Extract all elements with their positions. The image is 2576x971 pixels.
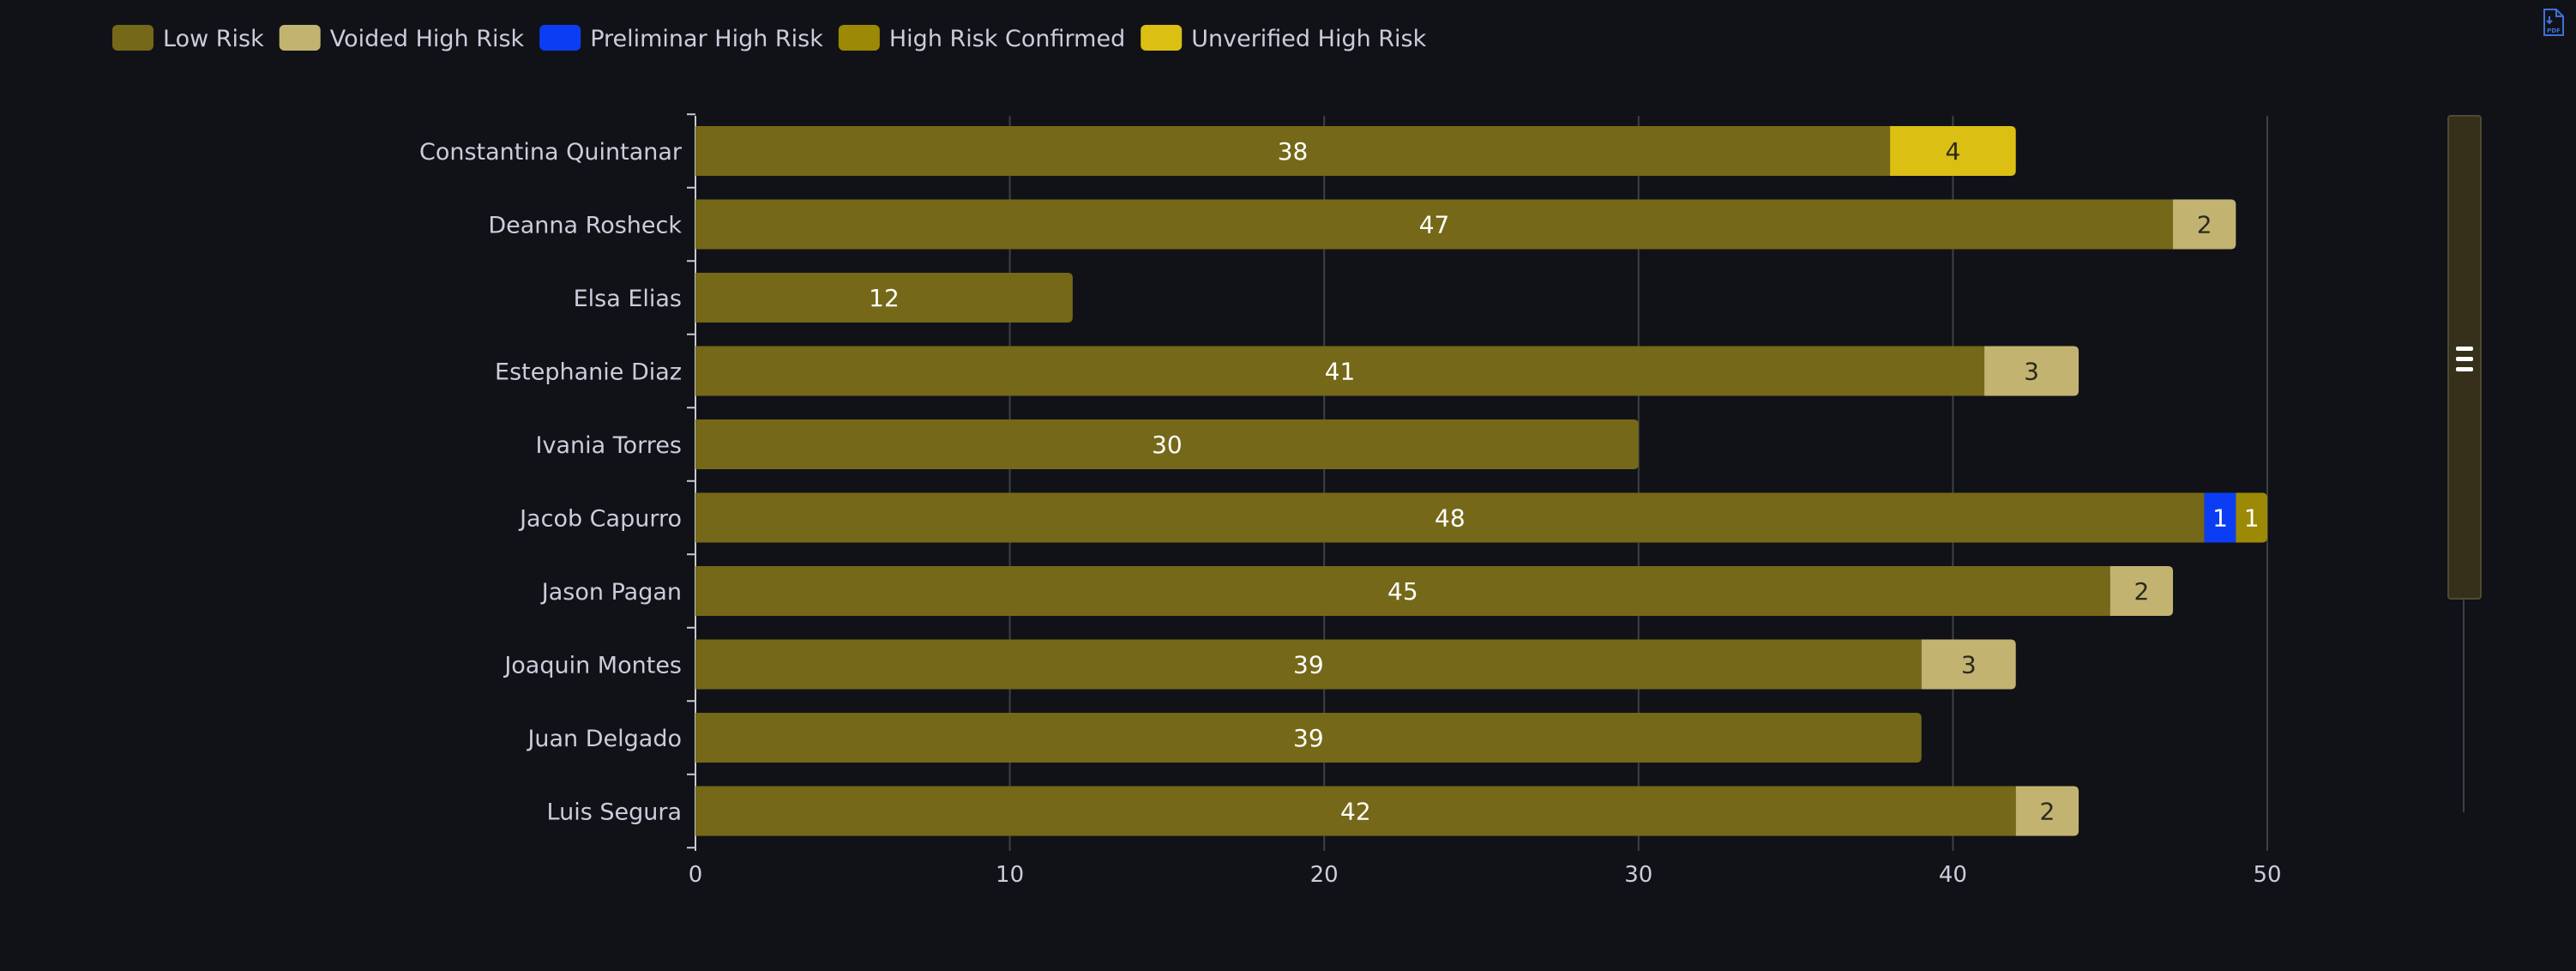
bar-unverified-high-risk[interactable]: [1890, 126, 2016, 176]
bar-value-label: 42: [1340, 798, 1371, 826]
legend-swatch: [539, 25, 581, 51]
bar-low-risk[interactable]: [695, 346, 1985, 396]
bar-row-jason-pagan: 45 2: [695, 566, 2174, 616]
bar-voided-high-risk[interactable]: [1921, 639, 2016, 690]
category-label: Elsa Elias: [574, 286, 682, 312]
bar-value-label: 3: [2024, 358, 2039, 386]
bar-value-label: 12: [869, 284, 900, 312]
legend-swatch: [279, 25, 321, 51]
bar-low-risk[interactable]: [695, 786, 2016, 836]
legend-item-low-risk[interactable]: Low Risk: [112, 25, 264, 52]
vertical-scrollbar[interactable]: [2447, 115, 2482, 812]
x-tick-label: 20: [1310, 862, 1339, 888]
bar-value-label: 30: [1152, 431, 1183, 459]
bar-row-jacob-capurro: 48 1 1: [695, 492, 2267, 543]
bar-value-label: 4: [1945, 137, 1960, 166]
bar-value-label: 1: [2212, 504, 2228, 533]
bar-row-joaquin-montes: 39 3: [695, 639, 2016, 690]
category-label: Deanna Rosheck: [488, 213, 682, 239]
bar-value-label: 41: [1325, 358, 1356, 386]
legend-item-high-risk-confirmed[interactable]: High Risk Confirmed: [838, 25, 1125, 52]
bar-voided-high-risk[interactable]: [2015, 786, 2079, 836]
bar-voided-high-risk[interactable]: [1984, 346, 2079, 396]
legend-swatch: [838, 25, 880, 51]
bar-row-luis-segura: 42 2: [695, 786, 2079, 836]
bar-low-risk[interactable]: [695, 492, 2205, 543]
pdf-export-icon[interactable]: PDF: [2542, 9, 2566, 36]
bar-value-label: 2: [2039, 798, 2055, 826]
category-label: Jacob Capurro: [518, 506, 682, 533]
bar-low-risk[interactable]: [695, 273, 1073, 323]
bar-row-elsa-elias: 12: [695, 273, 1073, 323]
bar-value-label: 2: [2197, 211, 2212, 239]
bar-voided-high-risk[interactable]: [2110, 566, 2174, 616]
x-tick-label: 40: [1939, 862, 1967, 888]
pdf-label: PDF: [2547, 27, 2561, 34]
bar-row-deanna-rosheck: 47 2: [695, 199, 2236, 250]
legend-swatch: [1141, 25, 1183, 51]
x-tick-label: 30: [1624, 862, 1652, 888]
bar-row-juan-delgado: 39: [695, 713, 1922, 763]
x-tick-label: 0: [689, 862, 703, 888]
bar-value-label: 2: [2134, 577, 2149, 606]
legend-label: High Risk Confirmed: [889, 26, 1125, 52]
bar-value-label: 39: [1293, 724, 1324, 752]
bar-high-risk-confirmed[interactable]: [2236, 492, 2267, 543]
legend-label: Voided High Risk: [330, 26, 525, 52]
bar-voided-high-risk[interactable]: [2173, 199, 2236, 250]
bar-value-label: 45: [1387, 577, 1418, 606]
category-label: Juan Delgado: [526, 726, 682, 752]
bar-value-label: 48: [1435, 504, 1466, 533]
bar-value-label: 39: [1293, 651, 1324, 679]
legend-item-unverified-high-risk[interactable]: Unverified High Risk: [1141, 25, 1427, 52]
bar-low-risk[interactable]: [695, 639, 1922, 690]
category-label: Luis Segura: [547, 799, 682, 826]
bar-low-risk[interactable]: [695, 126, 1891, 176]
bar-value-label: 1: [2244, 504, 2260, 533]
category-label: Estephanie Diaz: [495, 359, 682, 386]
bar-preliminar-high-risk[interactable]: [2204, 492, 2236, 543]
bar-low-risk[interactable]: [695, 199, 2174, 250]
category-label: Jason Pagan: [540, 579, 682, 606]
legend-label: Low Risk: [163, 26, 264, 52]
x-tick-label: 50: [2253, 862, 2281, 888]
bar-low-risk[interactable]: [695, 713, 1922, 763]
bar-value-label: 47: [1419, 211, 1450, 239]
legend-item-voided-high-risk[interactable]: Voided High Risk: [279, 25, 525, 52]
category-label: Ivania Torres: [536, 432, 682, 459]
legend-swatch: [112, 25, 153, 51]
scrollbar-grip-icon[interactable]: [2456, 347, 2473, 371]
bar-value-label: 38: [1278, 137, 1309, 166]
bar-row-constantina-quintanar: 38 4: [695, 126, 2016, 176]
bars: 38 4 47 2 12 41 3 30 48 1 1 45 2 39 3 39 42 2: [695, 126, 2267, 836]
legend-item-preliminar-high-risk[interactable]: Preliminar High Risk: [539, 25, 823, 52]
bar-row-ivania-torres: 30: [695, 419, 1639, 469]
legend-label: Unverified High Risk: [1191, 26, 1426, 52]
bar-row-estephanie-diaz: 41 3: [695, 346, 2079, 396]
legend: Low Risk Voided High Risk Preliminar High …: [112, 25, 1427, 52]
legend-label: Preliminar High Risk: [590, 26, 823, 52]
x-tick-label: 10: [996, 862, 1024, 888]
bar-low-risk[interactable]: [695, 566, 2110, 616]
bar-value-label: 3: [1961, 651, 1977, 679]
category-label: Joaquin Montes: [503, 653, 682, 679]
category-label: Constantina Quintanar: [419, 139, 683, 166]
bar-low-risk[interactable]: [695, 419, 1639, 469]
